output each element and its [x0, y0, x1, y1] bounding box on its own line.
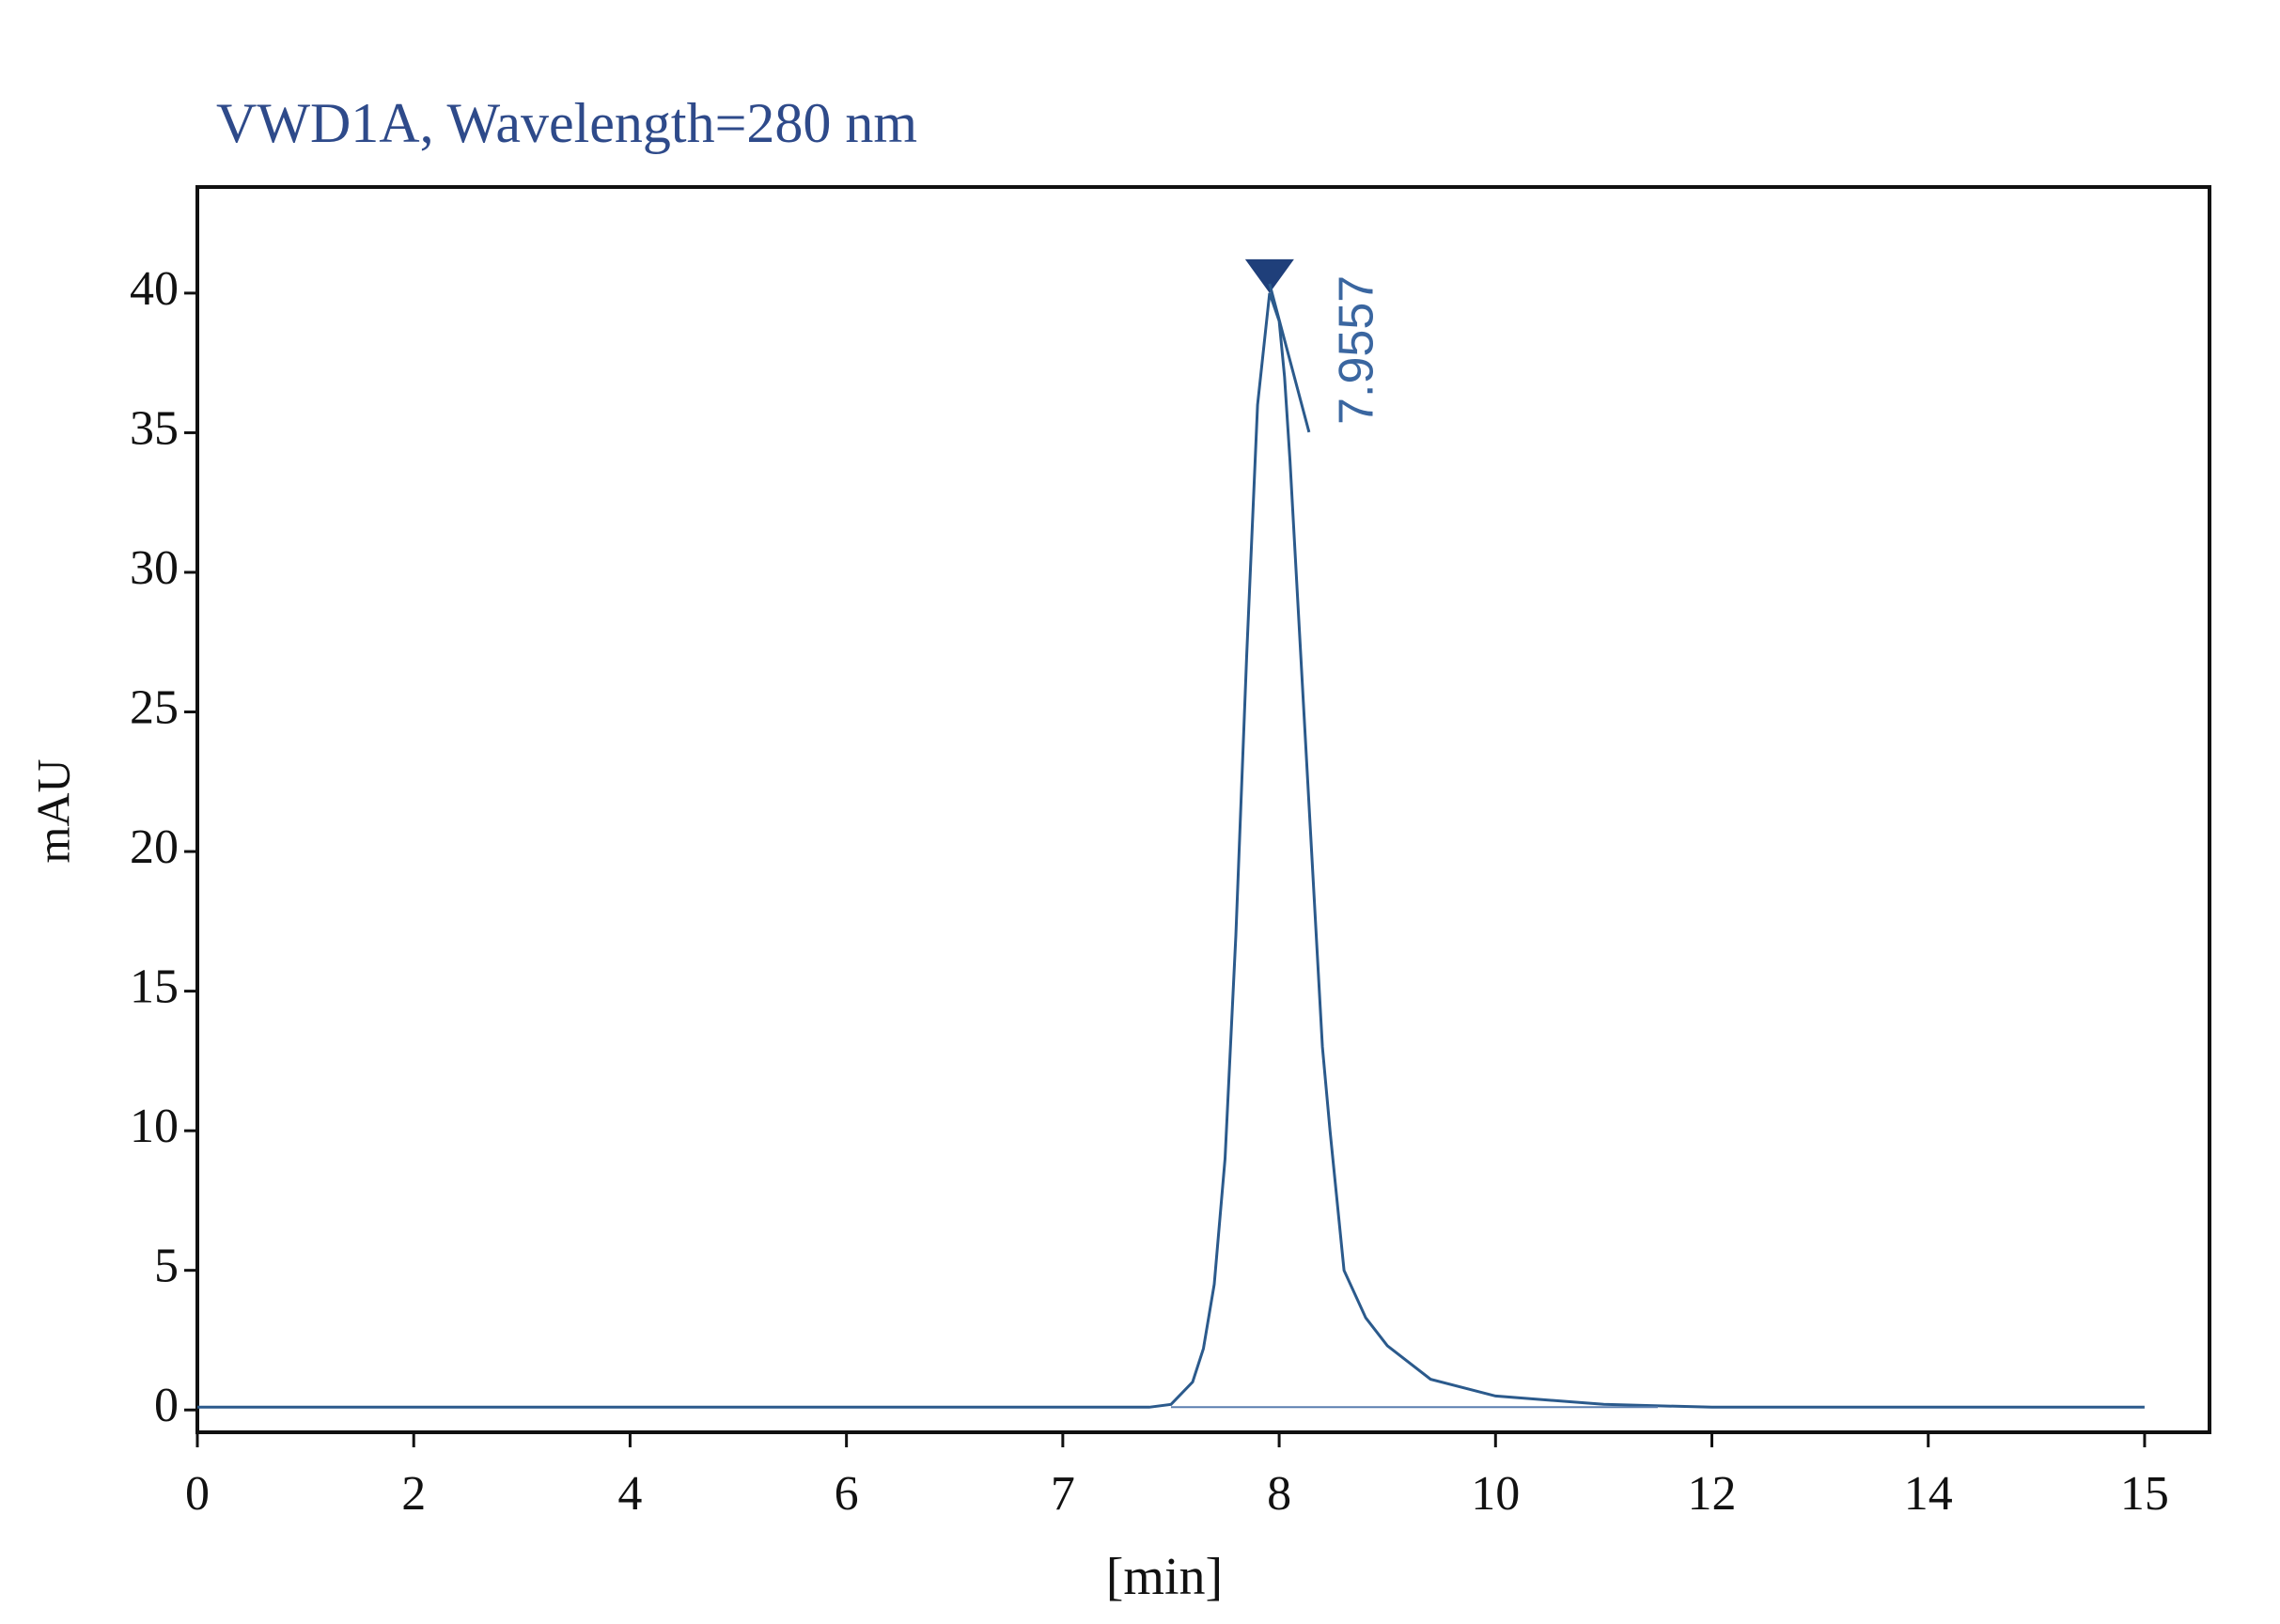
y-tick-label: 20	[130, 820, 179, 874]
series-line	[197, 292, 2145, 1409]
x-tick-label: 6	[835, 1467, 859, 1521]
x-axis-label: [min]	[1106, 1548, 1223, 1606]
y-tick-label: 0	[154, 1379, 179, 1432]
y-tick-label: 25	[130, 680, 179, 734]
x-tick-label: 8	[1267, 1467, 1291, 1521]
x-tick-label: 10	[1471, 1467, 1520, 1521]
x-tick-label: 12	[1688, 1467, 1737, 1521]
peak-label: 7.9557	[1330, 275, 1384, 425]
y-tick-label: 40	[130, 262, 179, 316]
x-tick-label: 14	[1904, 1467, 1953, 1521]
y-axis-label: mAU	[26, 758, 79, 863]
x-tick-label: 0	[185, 1467, 210, 1521]
x-tick-label: 4	[617, 1467, 642, 1521]
peak-tangent	[1268, 283, 1311, 433]
peak-marker	[1244, 258, 1294, 293]
y-tick-label: 5	[154, 1240, 179, 1293]
y-tick-label: 15	[130, 960, 179, 1014]
y-tick-label: 30	[130, 541, 179, 595]
x-tick-label: 15	[2120, 1467, 2169, 1521]
x-tick-label: 7	[1051, 1467, 1075, 1521]
y-tick-label: 35	[130, 401, 179, 455]
y-tick-label: 10	[130, 1100, 179, 1153]
chart-title: VWD1A, Wavelength=280 nm	[216, 92, 917, 154]
x-tick-label: 2	[401, 1467, 426, 1521]
plot-frame	[195, 185, 2211, 1434]
